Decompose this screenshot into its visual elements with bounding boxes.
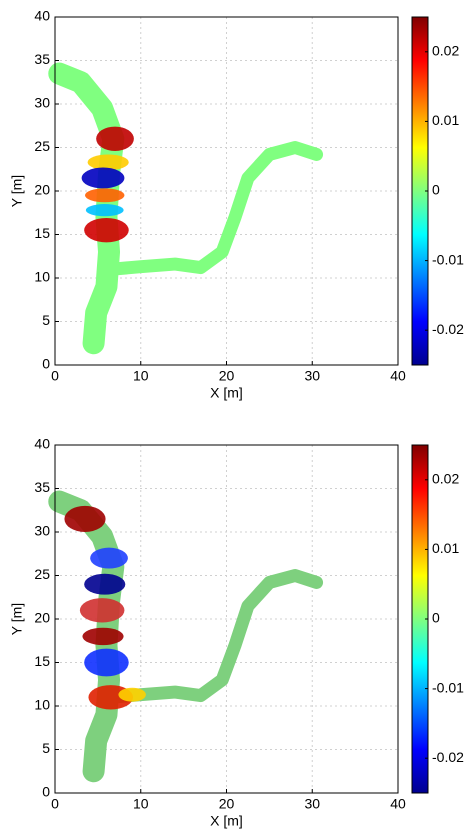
field-blob — [81, 167, 125, 189]
field-blob — [84, 573, 126, 595]
y-tick-label: 30 — [34, 523, 50, 539]
x-tick-label: 10 — [133, 796, 149, 812]
field-blob — [79, 598, 125, 623]
field-blob — [64, 505, 106, 532]
y-tick-label: 15 — [34, 225, 50, 241]
x-tick-label: 30 — [304, 796, 320, 812]
y-tick-label: 0 — [42, 784, 50, 800]
field-blob — [84, 648, 129, 677]
plot-frame — [54, 16, 399, 366]
colorbar-tick-label: 0.02 — [432, 43, 459, 59]
colorbar-tick-label: 0.01 — [432, 540, 459, 556]
x-axis-label: X [m] — [210, 813, 243, 829]
field-blob — [82, 627, 124, 646]
y-tick-label: 35 — [34, 51, 50, 67]
y-tick-label: 10 — [34, 269, 50, 285]
x-tick-label: 20 — [219, 368, 235, 384]
y-tick-label: 40 — [34, 8, 50, 24]
x-tick-label: 30 — [304, 368, 320, 384]
colorbar-tick-label: 0.02 — [432, 471, 459, 487]
x-axis-label: X [m] — [210, 385, 243, 401]
colorbar-tick-label: -0.02 — [432, 321, 464, 337]
y-tick-label: 0 — [42, 356, 50, 372]
plot-frame — [54, 444, 399, 794]
y-tick-label: 35 — [34, 479, 50, 495]
field-blob — [84, 217, 129, 243]
field-blob — [85, 188, 125, 203]
y-axis-label: Y [m] — [9, 603, 25, 635]
x-tick-label: 40 — [390, 796, 406, 812]
colorbar-tick-label: 0 — [432, 182, 440, 198]
y-tick-label: 20 — [34, 182, 50, 198]
colorbar-tick-label: 0 — [432, 610, 440, 626]
y-tick-label: 10 — [34, 697, 50, 713]
y-tick-label: 25 — [34, 566, 50, 582]
y-tick-label: 30 — [34, 95, 50, 111]
x-tick-label: 40 — [390, 368, 406, 384]
y-tick-label: 5 — [42, 312, 50, 328]
river-branch — [104, 141, 324, 276]
field-blob — [118, 687, 146, 702]
field-blob — [90, 547, 128, 569]
river-branch — [104, 569, 324, 704]
y-tick-label: 20 — [34, 610, 50, 626]
y-tick-label: 15 — [34, 653, 50, 669]
x-tick-label: 10 — [133, 368, 149, 384]
colorbar-tick-label: -0.02 — [432, 749, 464, 765]
y-axis-label: Y [m] — [9, 175, 25, 207]
field-blob — [87, 154, 129, 171]
field-blob — [85, 204, 124, 217]
x-tick-label: 0 — [51, 368, 59, 384]
colorbar-tick-label: -0.01 — [432, 679, 464, 695]
y-tick-label: 5 — [42, 740, 50, 756]
x-tick-label: 0 — [51, 796, 59, 812]
y-tick-label: 40 — [34, 436, 50, 452]
x-tick-label: 20 — [219, 796, 235, 812]
field-blob — [96, 126, 134, 151]
colorbar-tick-label: 0.01 — [432, 112, 459, 128]
colorbar-tick-label: -0.01 — [432, 251, 464, 267]
y-tick-label: 25 — [34, 138, 50, 154]
